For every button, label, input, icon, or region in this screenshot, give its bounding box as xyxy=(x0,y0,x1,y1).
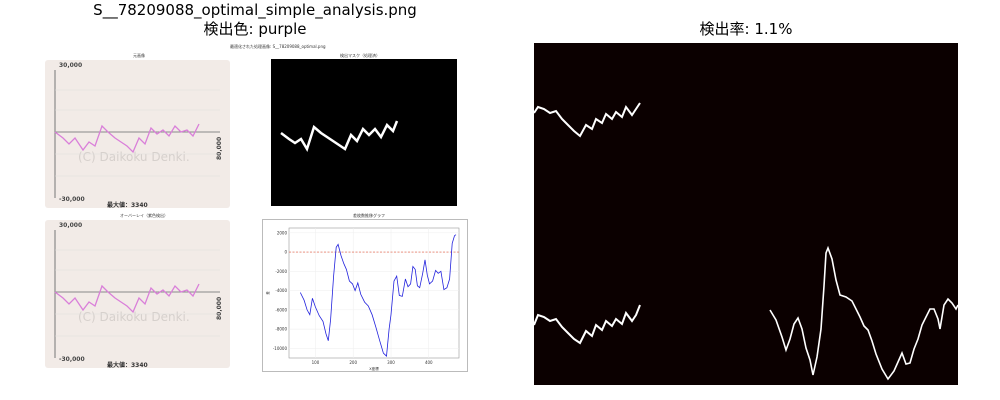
y-tick-label: -4000 xyxy=(275,288,287,293)
subtitle: 検出色: purple xyxy=(203,20,307,38)
detection-mask-svg xyxy=(533,102,959,381)
mask-line xyxy=(280,120,399,153)
x-axis-label: X座標 xyxy=(369,366,379,371)
graph-bottom-caption: オーバーレイ（紫色検出） xyxy=(120,213,168,218)
y-tick-label: -6000 xyxy=(275,307,287,312)
y-tick-label: 2000 xyxy=(277,230,288,235)
mask-trace-bottom xyxy=(769,245,959,381)
diff-chart: 2000 0 -2000 -4000 -6000 -8000 -10000 100 200 300… xyxy=(262,219,468,372)
y-axis-label: 差 xyxy=(265,291,270,295)
x-tick-label: 400 xyxy=(425,360,433,365)
graph-bottom: 30,000 -30,000 80,000 (C) Daikoku Denki.… xyxy=(45,220,230,369)
graph-top: 30,000 -30,000 80,000 (C) Daikoku Denki.… xyxy=(45,60,230,209)
y-tick-label: -2000 xyxy=(275,269,287,274)
series-line xyxy=(299,234,457,357)
processed-image-panel: 最適化された処理画像: S__78209088_optimal.png 元画像 … xyxy=(40,42,518,380)
y-tick-label: -8000 xyxy=(275,327,287,332)
graph-line xyxy=(54,123,200,154)
detection-mask-large xyxy=(533,43,959,385)
graph-top-svg xyxy=(54,70,220,198)
x-tick-label: 300 xyxy=(387,360,395,365)
y-top-label: 30,000 xyxy=(59,222,83,229)
suptitle: S__78209088_optimal_simple_analysis.png xyxy=(93,1,417,19)
max-label: 最大値：3340 xyxy=(107,202,148,209)
x-tick-label: 100 xyxy=(312,360,320,365)
y-tick-label: 0 xyxy=(284,250,287,255)
max-label: 最大値：3340 xyxy=(107,362,148,369)
detection-rate-title: 検出率: 1.1% xyxy=(699,20,793,38)
plot-frame xyxy=(288,227,460,359)
y-top-label: 30,000 xyxy=(59,62,83,69)
x-tick-label: 200 xyxy=(349,360,357,365)
mask-trace-top xyxy=(533,102,641,138)
mask-preview-svg xyxy=(280,120,399,153)
diff-chart-caption: 差枚数推移グラフ xyxy=(353,213,385,218)
graph-top-caption: 元画像 xyxy=(133,53,145,58)
mask-caption: 検出マスク（処理済） xyxy=(340,53,380,58)
graph-bottom-svg xyxy=(54,230,220,358)
mask-preview xyxy=(271,59,457,206)
diff-chart-svg: 2000 0 -2000 -4000 -6000 -8000 -10000 100 200 300… xyxy=(265,227,460,371)
y-bottom-label: -30,000 xyxy=(59,356,85,363)
y-tick-label: -10000 xyxy=(273,346,288,351)
graph-line xyxy=(54,283,200,314)
watermark: (C) Daikoku Denki. xyxy=(78,310,190,324)
watermark: (C) Daikoku Denki. xyxy=(78,150,190,164)
y-bottom-label: -30,000 xyxy=(59,196,85,203)
processed-image-caption: 最適化された処理画像: S__78209088_optimal.png xyxy=(230,44,326,49)
mask-trace-middle xyxy=(533,304,641,345)
